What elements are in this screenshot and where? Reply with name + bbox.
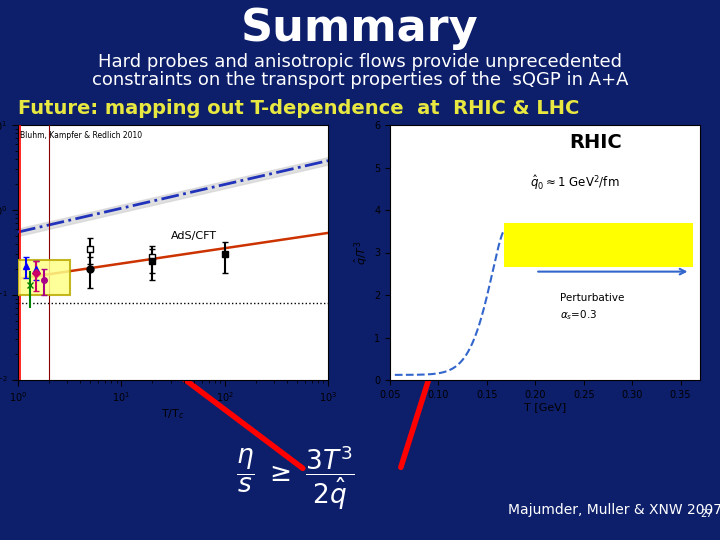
Bar bbox=[504, 222, 693, 267]
Text: Hard probes and anisotropic flows provide unprecedented: Hard probes and anisotropic flows provid… bbox=[98, 53, 622, 71]
Text: Bluhm, Kampfer & Redlich 2010: Bluhm, Kampfer & Redlich 2010 bbox=[20, 131, 143, 140]
Text: $\dfrac{\eta}{s}\ \geq\ \dfrac{3T^3}{2\hat{q}}$: $\dfrac{\eta}{s}\ \geq\ \dfrac{3T^3}{2\h… bbox=[235, 444, 354, 512]
Text: Summary: Summary bbox=[241, 6, 479, 50]
Text: Perturbative: Perturbative bbox=[559, 293, 624, 303]
X-axis label: T/T$_c$: T/T$_c$ bbox=[161, 407, 185, 421]
Text: AdS/CFT: AdS/CFT bbox=[171, 232, 217, 241]
Y-axis label: $\hat{q}/T^3$: $\hat{q}/T^3$ bbox=[354, 240, 372, 265]
Text: constraints on the transport properties of the  sQGP in A+A: constraints on the transport properties … bbox=[91, 71, 629, 89]
Text: Future: mapping out T-dependence  at  RHIC & LHC: Future: mapping out T-dependence at RHIC… bbox=[18, 98, 580, 118]
Text: Majumder, Muller & XNW 2007: Majumder, Muller & XNW 2007 bbox=[508, 503, 720, 517]
Text: $\hat{q}_0 \approx 1\ \mathrm{GeV}^2/\mathrm{fm}$: $\hat{q}_0 \approx 1\ \mathrm{GeV}^2/\ma… bbox=[531, 173, 620, 192]
X-axis label: T [GeV]: T [GeV] bbox=[524, 402, 566, 413]
Bar bbox=[18, 260, 70, 295]
Text: $\alpha_s$=0.3: $\alpha_s$=0.3 bbox=[559, 308, 597, 322]
Text: 27: 27 bbox=[700, 509, 713, 519]
Text: RHIC: RHIC bbox=[570, 133, 622, 152]
